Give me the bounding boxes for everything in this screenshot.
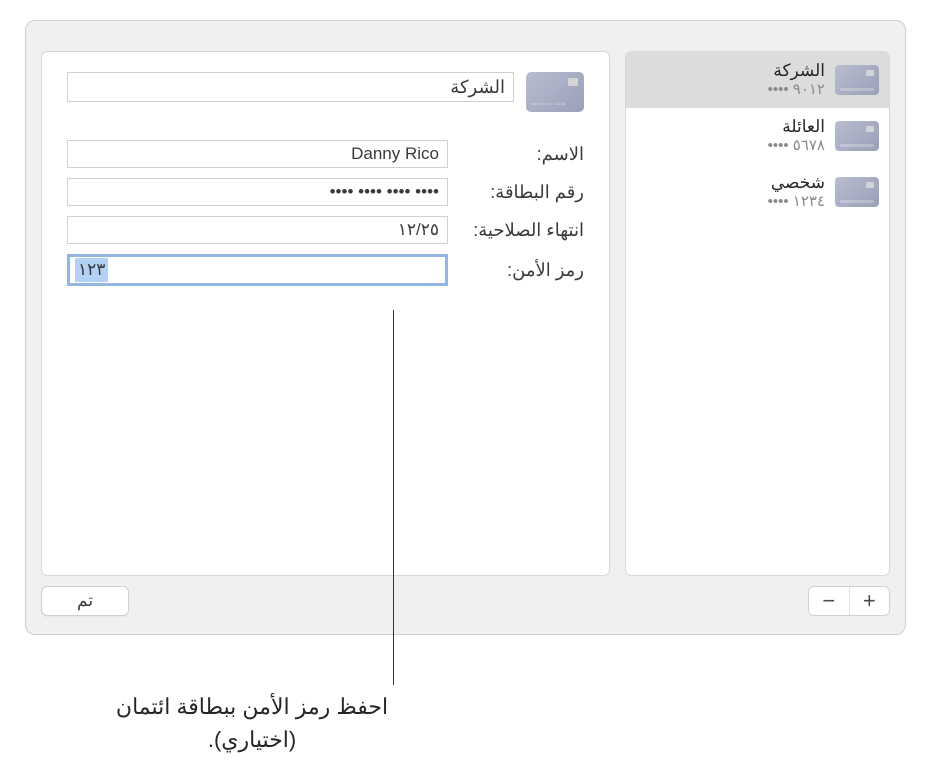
done-button[interactable]: تم xyxy=(41,586,129,616)
card-number-row: رقم البطاقة: xyxy=(67,178,584,206)
card-header xyxy=(67,72,584,112)
sidebar-item-title: الشركة xyxy=(768,60,825,81)
credit-card-icon xyxy=(835,121,879,151)
card-number-input[interactable] xyxy=(67,178,448,206)
name-input[interactable] xyxy=(67,140,448,168)
security-code-label: رمز الأمن: xyxy=(456,260,584,281)
security-code-value: ١٢٣ xyxy=(75,258,108,282)
expiry-input[interactable] xyxy=(67,216,448,244)
preferences-window: الشركة ٩٠١٢ •••• العائلة ٥٦٧٨ •••• شخصي xyxy=(25,20,906,635)
credit-card-icon xyxy=(526,72,584,112)
cards-sidebar: الشركة ٩٠١٢ •••• العائلة ٥٦٧٨ •••• شخصي xyxy=(625,51,890,576)
security-code-wrapper[interactable]: ١٢٣ xyxy=(67,254,448,286)
main-content: الشركة ٩٠١٢ •••• العائلة ٥٦٧٨ •••• شخصي xyxy=(26,21,905,586)
security-code-row: رمز الأمن: ١٢٣ xyxy=(67,254,584,286)
expiry-label: انتهاء الصلاحية: xyxy=(456,220,584,241)
cards-list: الشركة ٩٠١٢ •••• العائلة ٥٦٧٨ •••• شخصي xyxy=(626,52,889,575)
bottom-toolbar: + − تم xyxy=(26,586,905,634)
security-code-input[interactable]: ١٢٣ xyxy=(67,254,448,286)
card-detail-panel: الاسم: رقم البطاقة: انتهاء الصلاحية: رمز… xyxy=(41,51,610,576)
sidebar-item-text: الشركة ٩٠١٢ •••• xyxy=(768,60,825,100)
add-remove-group: + − xyxy=(808,586,890,616)
sidebar-item-text: العائلة ٥٦٧٨ •••• xyxy=(768,116,825,156)
name-label: الاسم: xyxy=(456,144,584,165)
sidebar-item-text: شخصي ١٢٣٤ •••• xyxy=(768,172,825,212)
card-title-input[interactable] xyxy=(67,72,514,102)
card-form: الاسم: رقم البطاقة: انتهاء الصلاحية: رمز… xyxy=(67,140,584,286)
sidebar-item-subtitle: ٩٠١٢ •••• xyxy=(768,81,825,100)
expiry-row: انتهاء الصلاحية: xyxy=(67,216,584,244)
credit-card-icon xyxy=(835,65,879,95)
card-number-label: رقم البطاقة: xyxy=(456,182,584,203)
sidebar-item-subtitle: ٥٦٧٨ •••• xyxy=(768,137,825,156)
sidebar-item-personal[interactable]: شخصي ١٢٣٤ •••• xyxy=(626,164,889,220)
sidebar-item-title: العائلة xyxy=(768,116,825,137)
sidebar-item-family[interactable]: العائلة ٥٦٧٨ •••• xyxy=(626,108,889,164)
sidebar-item-title: شخصي xyxy=(768,172,825,193)
callout-line xyxy=(393,310,394,685)
add-button[interactable]: + xyxy=(849,587,890,615)
callout-text: احفظ رمز الأمن ببطاقة ائتمان (اختياري). xyxy=(107,690,397,756)
sidebar-item-company[interactable]: الشركة ٩٠١٢ •••• xyxy=(626,52,889,108)
name-row: الاسم: xyxy=(67,140,584,168)
sidebar-item-subtitle: ١٢٣٤ •••• xyxy=(768,193,825,212)
credit-card-icon xyxy=(835,177,879,207)
remove-button[interactable]: − xyxy=(809,587,849,615)
